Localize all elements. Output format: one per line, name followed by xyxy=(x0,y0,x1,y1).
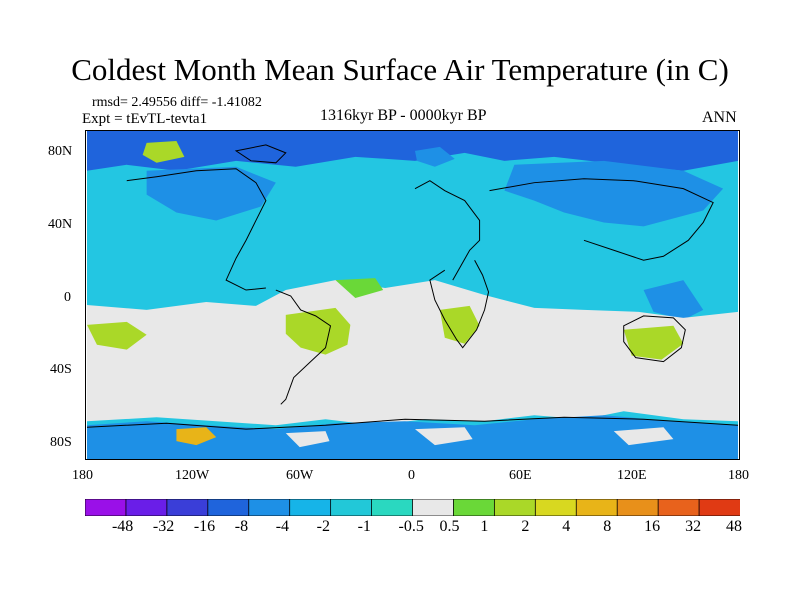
south-america-warm-region xyxy=(285,307,351,355)
colorbar-label: -2 xyxy=(316,518,330,535)
colorbar-segment xyxy=(493,499,537,516)
colorbar-segment xyxy=(453,499,496,516)
lon-label-120w: 120W xyxy=(175,468,210,483)
arctic-warm-patch xyxy=(142,140,185,163)
lon-label-180e: 180 xyxy=(728,468,749,483)
temperature-map xyxy=(85,130,740,460)
lon-label-180w: 180 xyxy=(72,468,93,483)
colorbar xyxy=(85,499,740,516)
southern-neutral-band xyxy=(86,280,739,426)
map-title: Coldest Month Mean Surface Air Temperatu… xyxy=(71,52,729,87)
colorbar-segment xyxy=(575,499,619,516)
pacific-warm-patch xyxy=(86,321,147,350)
colorbar-label: 2 xyxy=(521,518,530,535)
lon-label-0: 0 xyxy=(408,468,415,483)
colorbar-label: 32 xyxy=(685,518,702,535)
colorbar-label: -32 xyxy=(152,518,175,535)
colorbar-label: 8 xyxy=(603,518,612,535)
experiment-label: Expt = tEvTL-tevta1 xyxy=(82,111,208,127)
colorbar-segment xyxy=(85,499,127,516)
coastlines xyxy=(86,144,739,430)
colorbar-segment xyxy=(371,499,414,516)
season-label: ANN xyxy=(702,109,737,126)
pacific-cold-patch xyxy=(643,280,704,320)
australia-warm-region xyxy=(623,325,684,360)
lat-label-80n: 80N xyxy=(48,144,73,159)
colorbar-segment xyxy=(534,499,578,516)
colorbar-segment xyxy=(166,499,209,516)
lon-label-60e: 60E xyxy=(509,468,532,483)
siberia-cold-region xyxy=(504,160,724,227)
colorbar-label: 48 xyxy=(726,518,742,535)
stats-label: rmsd= 2.49556 diff= -1.41082 xyxy=(92,95,262,110)
colorbar-segment xyxy=(207,499,250,516)
lat-label-80s: 80S xyxy=(50,435,72,450)
antarctic-neutral-patch-3 xyxy=(613,427,674,446)
colorbar-segment xyxy=(657,499,700,516)
colorbar-label: -1 xyxy=(357,518,371,535)
colorbar-segment xyxy=(616,499,660,516)
antarctic-neutral-patch-1 xyxy=(285,431,330,448)
lon-label-60w: 60W xyxy=(286,468,314,483)
colorbar-label: 16 xyxy=(644,518,661,535)
antarctic-band xyxy=(86,415,739,459)
colorbar-segment xyxy=(698,499,740,516)
lon-label-120e: 120E xyxy=(617,468,647,483)
colorbar-label: -4 xyxy=(275,518,290,535)
colorbar-segment xyxy=(412,499,455,516)
lat-label-equator: 0 xyxy=(64,290,71,305)
lat-label-40n: 40N xyxy=(48,217,73,232)
colorbar-label: -8 xyxy=(234,518,249,535)
antarctic-warm-patch xyxy=(176,427,217,446)
colorbar-label: 0.5 xyxy=(439,518,460,535)
colorbar-segment xyxy=(248,499,291,516)
lat-label-40s: 40S xyxy=(50,362,72,377)
africa-warm-region xyxy=(439,305,480,344)
colorbar-segment xyxy=(125,499,168,516)
north-america-cold-region xyxy=(146,166,276,221)
colorbar-label: -0.5 xyxy=(398,518,424,535)
antarctic-neutral-patch-2 xyxy=(414,427,473,446)
equatorial-warm-patch xyxy=(335,278,384,298)
colorbar-label: 1 xyxy=(480,518,489,535)
scandinavia-patch xyxy=(414,146,455,167)
arctic-cold-region xyxy=(86,131,739,171)
colorbar-label: -48 xyxy=(111,518,134,535)
colorbar-segment xyxy=(330,499,373,516)
colorbar-segment xyxy=(289,499,332,516)
period-label: 1316kyr BP - 0000kyr BP xyxy=(320,107,487,124)
colorbar-label: -16 xyxy=(193,518,216,535)
colorbar-label: 4 xyxy=(562,518,571,535)
